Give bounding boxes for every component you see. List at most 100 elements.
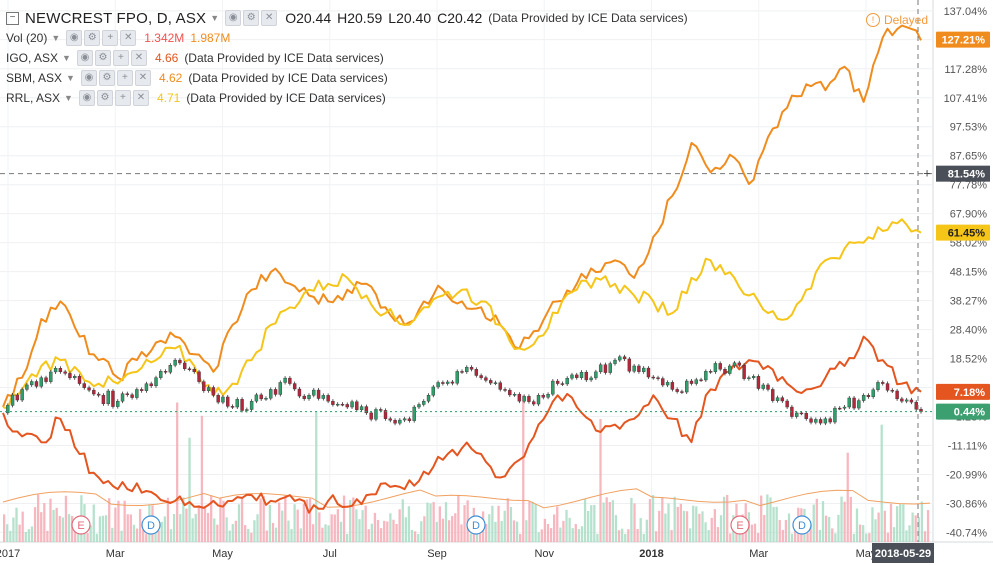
- candle-body: [455, 371, 459, 384]
- add-icon[interactable]: +: [114, 90, 131, 106]
- chevron-down-icon[interactable]: ▼: [210, 13, 220, 23]
- volume-bar: [760, 495, 763, 542]
- candle-body: [522, 396, 526, 402]
- volume-bar: [460, 524, 463, 542]
- settings-icon[interactable]: ⚙: [84, 30, 101, 46]
- volume-ma-line: [2, 488, 931, 509]
- candle-body: [876, 382, 880, 390]
- volume-bar: [815, 498, 818, 542]
- close-icon[interactable]: ✕: [134, 70, 151, 86]
- candle-body: [680, 391, 684, 393]
- candle-body: [708, 371, 713, 373]
- volume-bar: [587, 510, 590, 542]
- volume-bar: [766, 494, 769, 542]
- close-icon[interactable]: ✕: [120, 30, 137, 46]
- volume-bar: [271, 522, 275, 542]
- volume-bar: [312, 524, 315, 542]
- candle-body: [866, 395, 871, 397]
- candle-body: [670, 382, 675, 390]
- visibility-icon[interactable]: ◉: [80, 70, 97, 86]
- candle-body: [737, 362, 742, 366]
- add-icon[interactable]: +: [112, 50, 129, 66]
- candle-body: [149, 383, 153, 387]
- volume-bar: [200, 415, 204, 542]
- indicator-value: 4.66: [154, 51, 179, 65]
- volume-bar: [55, 507, 58, 542]
- chevron-down-icon[interactable]: ▼: [62, 53, 71, 63]
- visibility-icon[interactable]: ◉: [76, 50, 93, 66]
- candle-body: [469, 367, 474, 370]
- volume-bar: [410, 529, 414, 542]
- volume-bar: [701, 511, 704, 542]
- chevron-down-icon[interactable]: ▼: [64, 93, 73, 103]
- candle-body: [39, 377, 43, 387]
- volume-bar: [435, 521, 438, 542]
- candle-body: [718, 363, 722, 370]
- visibility-icon[interactable]: ◉: [66, 30, 83, 46]
- settings-icon[interactable]: ⚙: [243, 10, 260, 26]
- volume-bar: [719, 515, 723, 542]
- add-icon[interactable]: +: [116, 70, 133, 86]
- candle-body: [316, 389, 321, 399]
- candle-body: [560, 383, 565, 385]
- x-tick-label: Jul: [323, 548, 337, 560]
- legend: − NEWCREST FPO, D, ASX ▼ ◉ ⚙ ✕ O20.44 H2…: [6, 8, 688, 108]
- candle-body: [211, 387, 216, 396]
- volume-bar: [30, 526, 34, 542]
- close-icon[interactable]: ✕: [261, 10, 278, 26]
- candle-body: [517, 394, 522, 402]
- candle-body: [704, 371, 708, 381]
- delayed-badge[interactable]: ! Delayed: [866, 13, 928, 27]
- volume-bar: [593, 504, 596, 542]
- candle-body: [900, 398, 904, 402]
- volume-bar: [379, 528, 383, 542]
- volume-bar: [265, 530, 268, 542]
- visibility-icon[interactable]: ◉: [225, 10, 242, 26]
- candle-body: [584, 371, 589, 381]
- x-tick-label: 2018: [639, 548, 663, 560]
- y-tick-label: 28.40%: [950, 325, 988, 337]
- volume-bar: [639, 518, 642, 542]
- visibility-icon[interactable]: ◉: [78, 90, 95, 106]
- volume-bar: [880, 424, 883, 542]
- close-icon[interactable]: ✕: [132, 90, 149, 106]
- settings-icon[interactable]: ⚙: [94, 50, 111, 66]
- volume-bar: [503, 510, 506, 542]
- crosshair-date-label: 2018-05-29: [875, 548, 931, 560]
- volume-bar: [6, 524, 9, 542]
- volume-bar: [98, 516, 102, 542]
- volume-bar: [485, 523, 488, 542]
- settings-icon[interactable]: ⚙: [98, 70, 115, 86]
- volume-bar: [704, 522, 707, 542]
- volume-bar: [206, 512, 210, 542]
- volume-bar: [491, 505, 494, 542]
- volume-bar: [543, 518, 547, 542]
- settings-icon[interactable]: ⚙: [96, 90, 113, 106]
- chevron-down-icon[interactable]: ▼: [51, 33, 61, 43]
- data-source: (Data Provided by ICE Data services): [488, 11, 688, 25]
- candle-body: [818, 419, 823, 424]
- collapse-icon[interactable]: −: [6, 11, 19, 25]
- candle-body: [570, 374, 574, 379]
- candle-body: [288, 377, 292, 384]
- volume-bar: [108, 498, 111, 542]
- volume-bar: [562, 520, 565, 542]
- candle-body: [245, 409, 249, 411]
- volume-bar: [24, 531, 27, 542]
- candle-body: [484, 377, 488, 381]
- rrl-last-value-bg: [936, 224, 990, 241]
- y-tick-label: 77.78%: [950, 180, 988, 192]
- volume-bar: [556, 506, 559, 542]
- add-icon[interactable]: +: [102, 30, 119, 46]
- volume-bar: [197, 505, 200, 542]
- close-icon[interactable]: ✕: [130, 50, 147, 66]
- volume-bar: [302, 503, 306, 542]
- candle-body: [402, 418, 407, 421]
- volume-bar: [290, 529, 293, 542]
- candle-body: [259, 394, 263, 400]
- volume-bar: [497, 505, 500, 542]
- chevron-down-icon[interactable]: ▼: [66, 73, 75, 83]
- candle-body: [804, 413, 808, 419]
- volume-bar: [40, 512, 43, 542]
